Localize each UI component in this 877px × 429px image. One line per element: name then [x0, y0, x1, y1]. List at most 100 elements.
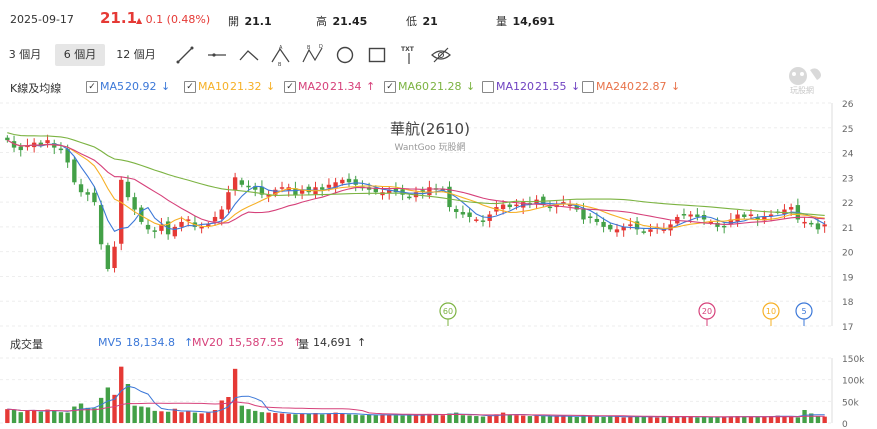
volume-bar	[159, 411, 164, 423]
volume-bar	[192, 412, 198, 423]
volume-bar	[38, 411, 44, 423]
range-12m-button[interactable]: 12 個月	[116, 48, 156, 61]
range-6m-button[interactable]: 6 個月	[55, 44, 105, 66]
candle	[25, 138, 30, 151]
ma-legend-title: K線及均線	[10, 82, 62, 95]
ma-marker-60: 60	[439, 302, 457, 326]
price-axis-tick: 24	[842, 150, 854, 160]
volume-bar	[219, 400, 224, 423]
volume-bar	[460, 415, 466, 423]
volume-bar	[594, 416, 600, 423]
ma-marker-20: 20	[698, 302, 716, 326]
text-tool-icon[interactable]: TXT	[398, 44, 420, 66]
mv20-line	[7, 401, 825, 418]
volume-axis-tick: 100k	[842, 377, 865, 387]
volume-bar	[561, 415, 566, 423]
candle	[802, 217, 807, 228]
candle	[494, 200, 499, 215]
volume-bar	[11, 410, 17, 423]
volume-bar	[259, 412, 265, 423]
ma-label-ma60: MA60	[398, 80, 430, 93]
candle	[634, 216, 640, 235]
ma-arrow-ma60: ↓	[466, 80, 476, 93]
candle	[822, 220, 827, 233]
volume-bar	[253, 410, 258, 423]
candle	[152, 226, 157, 239]
volume-bar	[105, 387, 111, 423]
volume-bar	[775, 415, 780, 423]
volume-bar	[581, 415, 586, 423]
candle	[112, 241, 117, 273]
ma-label-ma5: MA5	[100, 80, 125, 93]
ma20-line	[7, 139, 825, 225]
ma-label-ma20: MA20	[298, 80, 330, 93]
volume-bar	[313, 413, 318, 423]
volume-bar	[293, 414, 298, 423]
range-3m-button[interactable]: 3 個月	[8, 48, 42, 61]
volume-bar	[721, 416, 727, 423]
ma-checkbox-ma10[interactable]: ✓	[184, 81, 196, 93]
ma-checkbox-ma120[interactable]	[482, 81, 494, 93]
horizontal-line-tool-icon[interactable]	[206, 44, 228, 66]
candle	[5, 135, 10, 143]
hide-icon[interactable]	[430, 44, 452, 66]
volume-bar	[795, 417, 801, 423]
line-tool-icon[interactable]	[174, 44, 196, 66]
volume-bar	[346, 414, 352, 423]
volume-bar	[641, 416, 646, 423]
ma-checkbox-ma60[interactable]: ✓	[384, 81, 396, 93]
ma-legend: K線及均線 ✓ MA5 20.92 ↓ ✓ MA10 21.32 ↓ ✓ MA20 21.34 ↑ ✓ M…	[0, 78, 877, 98]
volume-bar	[366, 414, 372, 423]
volume-axis-tick: 0	[842, 420, 848, 429]
volume-bar	[333, 412, 338, 423]
candle	[641, 228, 646, 235]
candle	[219, 206, 224, 226]
price-axis-tick: 22	[842, 199, 853, 209]
volume-bar	[172, 408, 178, 423]
candle	[648, 223, 653, 237]
volume-bar	[165, 411, 171, 423]
volume-bar	[588, 416, 593, 423]
price-chart[interactable]: 17 18 19 20 21 22 23 24 25 26 華航(2610) WantGoo 玩股網 6…	[0, 98, 877, 334]
volume-bar	[360, 415, 365, 423]
volume-bar	[98, 397, 104, 423]
ma-checkbox-ma20[interactable]: ✓	[284, 81, 296, 93]
volume-axis-tick: 150k	[842, 355, 865, 365]
volume-bar	[226, 397, 231, 423]
volume-bar	[18, 412, 23, 423]
volume-bar	[112, 394, 117, 423]
wedge-tool-icon[interactable]	[238, 44, 260, 66]
ma-checkbox-ma240[interactable]	[582, 81, 594, 93]
volume-bar	[286, 413, 291, 423]
vol-value-0: 18,134.8	[126, 336, 175, 349]
volume-bar	[668, 416, 673, 423]
volume-bar	[681, 416, 687, 423]
open-label: 開	[228, 15, 239, 28]
candle	[809, 220, 814, 227]
volume-bar	[534, 415, 539, 423]
volume-bar	[675, 416, 680, 423]
candle	[333, 177, 338, 194]
quote-header: 2025-09-17 21.1 ▲ 0.1 (0.48%) 開 21.1 高 2…	[0, 0, 877, 40]
candle	[58, 142, 64, 154]
rectangle-tool-icon[interactable]	[366, 44, 388, 66]
volume-bar	[768, 416, 774, 423]
quote-low: 低 21	[406, 13, 438, 29]
volume-bar	[420, 414, 425, 423]
candle	[427, 180, 432, 199]
volume-bar	[628, 416, 633, 423]
volume-chart[interactable]: 150k 100k 50k 0	[0, 352, 877, 429]
candle	[212, 211, 218, 226]
circle-tool-icon[interactable]	[334, 44, 356, 66]
ma-checkbox-ma5[interactable]: ✓	[86, 81, 98, 93]
high-value: 21.45	[332, 15, 368, 28]
volume-bar	[695, 417, 700, 423]
volume-bar	[467, 415, 472, 423]
volume-bar	[239, 405, 244, 423]
candle	[139, 205, 144, 225]
volume-bar	[742, 416, 747, 423]
volume-bar	[688, 416, 693, 423]
volume-bar	[567, 416, 573, 423]
